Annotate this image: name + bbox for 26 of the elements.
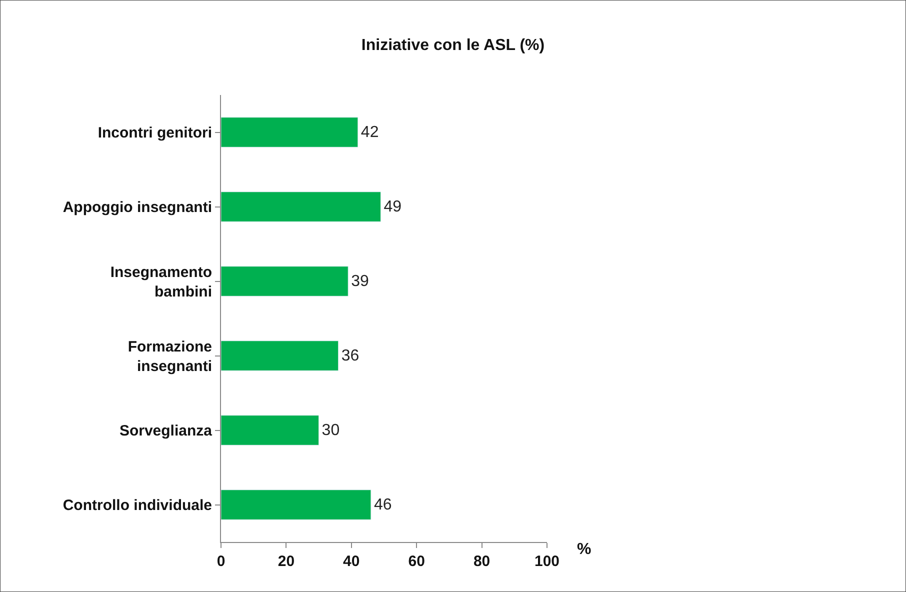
data-label: 42 bbox=[360, 124, 379, 141]
data-label: 49 bbox=[384, 198, 402, 216]
x-tick-label: 80 bbox=[473, 553, 490, 570]
bar bbox=[221, 266, 348, 296]
x-axis-title: % bbox=[577, 541, 592, 558]
bar bbox=[221, 192, 381, 222]
bar bbox=[221, 415, 320, 446]
y-tick-label: Formazione insegnanti bbox=[128, 338, 212, 375]
bar bbox=[221, 117, 358, 148]
x-tick-label: 100 bbox=[534, 553, 560, 570]
data-label: 46 bbox=[374, 496, 392, 514]
y-tick-label: Insegnamento bambini bbox=[110, 264, 212, 300]
y-tick-label: Sorveglianza bbox=[119, 422, 213, 440]
bar bbox=[221, 490, 372, 520]
x-tick-label: 0 bbox=[216, 553, 226, 570]
chart-title: Iniziative con le ASL (%) bbox=[361, 37, 545, 54]
x-tick-label: 60 bbox=[408, 553, 425, 570]
data-label: 30 bbox=[322, 422, 340, 439]
y-tick-label: Controllo individuale bbox=[62, 497, 212, 514]
data-label: 36 bbox=[341, 347, 360, 364]
y-tick-label: Incontri genitori bbox=[98, 124, 212, 142]
x-tick-label: 20 bbox=[278, 553, 295, 570]
bar bbox=[221, 340, 339, 371]
y-tick-label: Appoggio insegnanti bbox=[62, 199, 212, 216]
data-label: 39 bbox=[351, 272, 370, 290]
x-tick-label: 40 bbox=[343, 553, 360, 570]
